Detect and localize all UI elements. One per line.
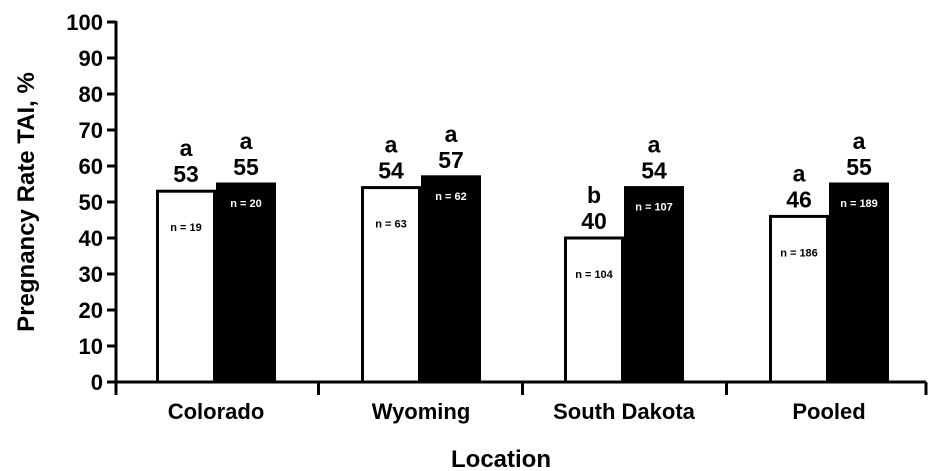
- y-tick-label: 100: [66, 10, 103, 35]
- bar-value-label: 54: [641, 158, 667, 184]
- sample-size-label: n = 19: [170, 222, 202, 234]
- significance-letter: a: [240, 128, 253, 154]
- significance-letter: a: [793, 160, 806, 186]
- y-tick-label: 30: [79, 262, 103, 287]
- sample-size-label: n = 107: [635, 202, 673, 214]
- sample-size-label: n = 62: [435, 191, 467, 203]
- significance-letter: a: [385, 132, 398, 158]
- sample-size-label: n = 189: [840, 198, 878, 210]
- y-tick-label: 60: [79, 154, 103, 179]
- significance-letter: a: [648, 132, 661, 158]
- bar-value-label: 57: [438, 147, 464, 173]
- y-tick-label: 40: [79, 226, 103, 251]
- bar-value-label: 54: [378, 158, 404, 184]
- significance-letter: a: [445, 121, 458, 147]
- x-category-label: South Dakota: [553, 399, 696, 424]
- bar-filled: [421, 175, 481, 384]
- x-category-label: Wyoming: [372, 399, 471, 424]
- significance-letter: b: [587, 182, 601, 208]
- significance-letter: a: [180, 135, 193, 161]
- bar-value-label: 46: [786, 186, 812, 212]
- y-tick-label: 20: [79, 298, 103, 323]
- sample-size-label: n = 20: [230, 198, 262, 210]
- bar-open: [769, 214, 829, 384]
- bar-open: [564, 236, 624, 384]
- y-axis-title: Pregnancy Rate TAI, %: [13, 72, 40, 332]
- y-axis: 0 10 20 30 40 50 60 70 80 90 100: [66, 10, 118, 395]
- y-tick-label: 10: [79, 334, 103, 359]
- y-tick-label: 50: [79, 190, 103, 215]
- bar-value-label: 40: [581, 208, 607, 234]
- bar-open: [361, 186, 421, 384]
- bar-value-label: 55: [846, 154, 872, 180]
- y-tick-label: 90: [79, 46, 103, 71]
- bar-filled: [829, 182, 889, 384]
- sample-size-label: n = 186: [780, 247, 818, 259]
- y-tick-label: 70: [79, 118, 103, 143]
- x-category-label: Pooled: [792, 399, 865, 424]
- significance-letter: a: [853, 128, 866, 154]
- x-axis-title: Location: [451, 446, 551, 471]
- bars: [156, 175, 889, 384]
- sample-size-label: n = 104: [575, 269, 613, 281]
- bar-value-label: 53: [173, 161, 199, 187]
- x-category-label: Colorado: [168, 399, 265, 424]
- y-tick-label: 0: [91, 370, 103, 395]
- bar-filled: [216, 182, 276, 384]
- bar-value-label: 55: [233, 154, 259, 180]
- y-tick-label: 80: [79, 82, 103, 107]
- bar-open: [156, 189, 216, 384]
- sample-size-label: n = 63: [375, 219, 407, 231]
- x-axis: Colorado Wyoming South Dakota Pooled: [114, 380, 928, 424]
- bar-filled: [624, 186, 684, 384]
